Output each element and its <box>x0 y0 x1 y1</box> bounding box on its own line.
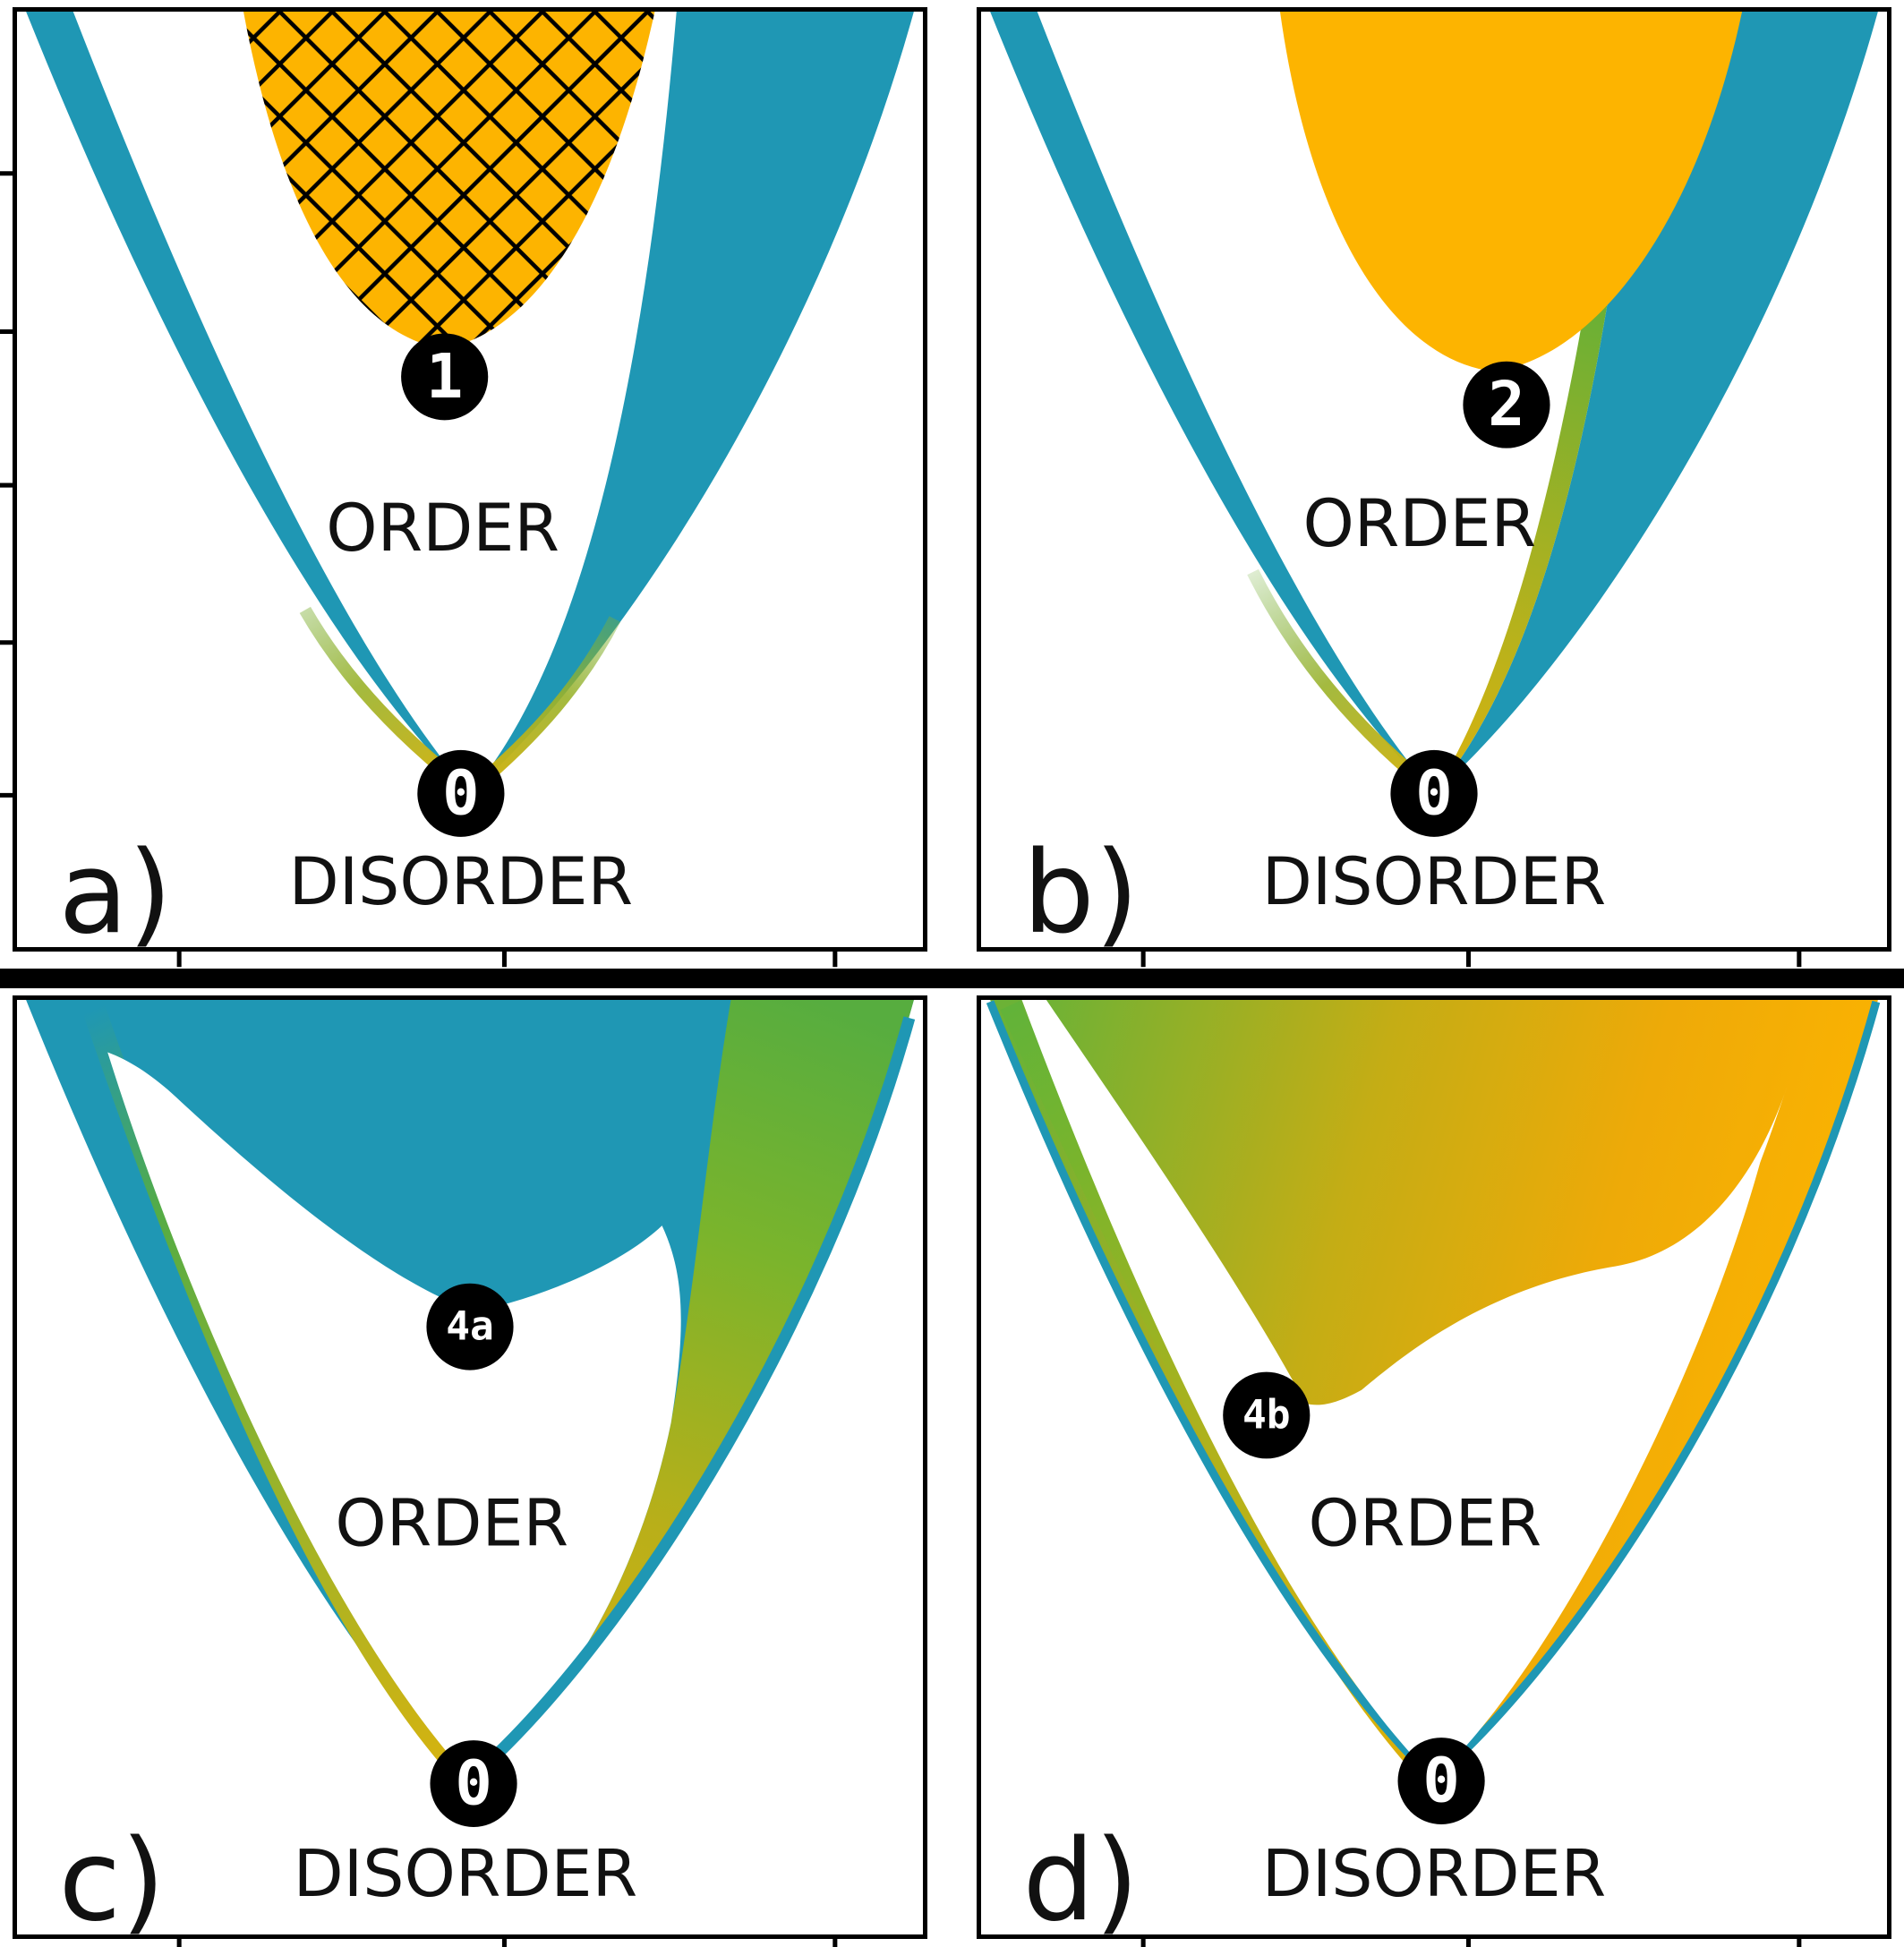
panel-d-plot: ORDER DISORDER d) 4b 0 <box>986 1000 1881 1947</box>
right-arm-teal-edge <box>465 1016 916 1784</box>
panel-c-annotations: ORDER DISORDER c) 4a 0 <box>59 1283 638 1946</box>
white-valley-cutout <box>1021 1000 1788 1779</box>
marker-circle <box>1223 1371 1311 1459</box>
marker-circle <box>1397 1738 1485 1824</box>
left-arm-teal-edge <box>986 1000 1438 1782</box>
marker-label: 0 <box>1415 757 1452 829</box>
panel-d: ORDER DISORDER d) 4b 0 <box>977 995 1891 1947</box>
panel-d-annotations: ORDER DISORDER d) 4b 0 <box>1023 1371 1607 1946</box>
panel-c-regions <box>26 1000 916 1785</box>
marker-0: 0 <box>1397 1738 1485 1824</box>
panel-b-axis-ticks <box>1140 949 1802 968</box>
panel-a-regions <box>26 12 914 794</box>
orange-lobe-hatch <box>243 12 655 349</box>
left-teal-band <box>990 12 1434 794</box>
marker-2: 2 <box>1463 361 1550 448</box>
orange-lobe <box>1279 12 1743 371</box>
panel-a-axis-ticks <box>0 171 838 968</box>
right-teal-band <box>1434 12 1878 794</box>
marker-label: 0 <box>442 757 479 829</box>
left-teal-band <box>26 12 471 794</box>
white-valley-cutout <box>107 1052 681 1779</box>
marker-circle <box>1463 361 1550 448</box>
marker-circle <box>417 749 505 837</box>
marker-label: 4a <box>446 1304 494 1350</box>
panel-d-axis-ticks <box>1140 1936 1802 1947</box>
order-label: ORDER <box>1302 486 1536 562</box>
panel-a-label: a) <box>59 827 173 959</box>
panel-b-regions <box>990 12 1878 794</box>
panel-d-regions <box>986 1000 1881 1784</box>
marker-circle <box>426 1283 514 1371</box>
marker-4a: 4a <box>426 1283 514 1371</box>
order-label: ORDER <box>1309 1486 1542 1562</box>
panel-c: ORDER DISORDER c) 4a 0 <box>13 995 927 1947</box>
panel-c-plot: ORDER DISORDER c) 4a 0 <box>26 1000 916 1947</box>
panel-a-annotations: ORDER DISORDER a) 1 0 <box>59 333 634 959</box>
marker-label: 2 <box>1488 369 1524 440</box>
panel-b-annotations: ORDER DISORDER b) 2 0 <box>1023 361 1607 959</box>
marker-0: 0 <box>1390 749 1478 837</box>
disorder-label: DISORDER <box>294 1836 638 1912</box>
panel-d-label: d) <box>1023 1815 1140 1946</box>
marker-0: 0 <box>430 1740 517 1827</box>
disorder-label: DISORDER <box>1262 1836 1607 1912</box>
marker-label: 1 <box>426 341 463 413</box>
marker-label: 4b <box>1242 1393 1291 1439</box>
order-label: ORDER <box>335 1486 568 1562</box>
marker-1: 1 <box>401 333 489 421</box>
marker-circle <box>430 1740 517 1827</box>
panel-b: ORDER DISORDER b) 2 0 <box>977 7 1891 968</box>
panel-b-plot: ORDER DISORDER b) 2 0 <box>990 12 1878 968</box>
vertex-glow-left <box>1247 568 1436 794</box>
marker-label: 0 <box>1422 1746 1459 1817</box>
disorder-label: DISORDER <box>1262 844 1607 920</box>
right-gradient-band <box>470 1000 914 1781</box>
panel-a: ORDER DISORDER a) 1 0 <box>0 7 927 968</box>
marker-circle <box>401 333 489 421</box>
order-label: ORDER <box>326 491 559 567</box>
marker-0: 0 <box>417 749 505 837</box>
right-teal-band <box>470 12 914 794</box>
right-arm-teal-edge <box>1431 1000 1881 1782</box>
panel-c-axis-ticks <box>176 1936 838 1947</box>
row-separator-bar <box>0 969 1904 988</box>
panel-c-label: c) <box>59 1815 166 1946</box>
marker-circle <box>1390 749 1478 837</box>
panel-a-plot: ORDER DISORDER a) 1 0 <box>0 12 914 968</box>
disorder-label: DISORDER <box>289 844 634 920</box>
marker-label: 0 <box>455 1748 491 1820</box>
panel-b-label: b) <box>1023 827 1140 959</box>
marker-4b: 4b <box>1223 1371 1311 1459</box>
